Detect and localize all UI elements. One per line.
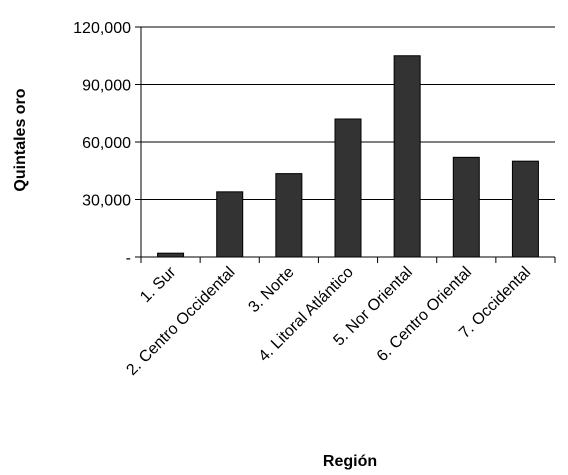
x-tick-label: 3. Norte — [245, 264, 297, 316]
axes — [135, 26, 556, 263]
x-tick-label: 2. Centro Occidental — [123, 264, 238, 379]
y-tick-label: 60,000 — [82, 135, 131, 152]
y-tick-label: 90,000 — [82, 78, 131, 95]
bar-2 — [216, 191, 244, 258]
y-tick-label: - — [126, 250, 131, 267]
bars-group — [157, 55, 539, 258]
bar-7 — [511, 160, 539, 258]
y-axis-title: Quintales oro — [12, 88, 29, 191]
y-tick-label: 120,000 — [73, 20, 131, 37]
x-tick-label: 1. Sur — [137, 263, 180, 306]
y-tick-label: 30,000 — [82, 193, 131, 210]
y-tick-labels: - 30,000 60,000 90,000 120,000 — [73, 20, 131, 267]
bar-3 — [275, 173, 303, 258]
x-axis-title: Región — [323, 453, 377, 470]
bar-6 — [452, 156, 480, 258]
bar-5 — [393, 55, 421, 258]
bar-1 — [157, 252, 185, 258]
bar-4 — [334, 118, 362, 258]
